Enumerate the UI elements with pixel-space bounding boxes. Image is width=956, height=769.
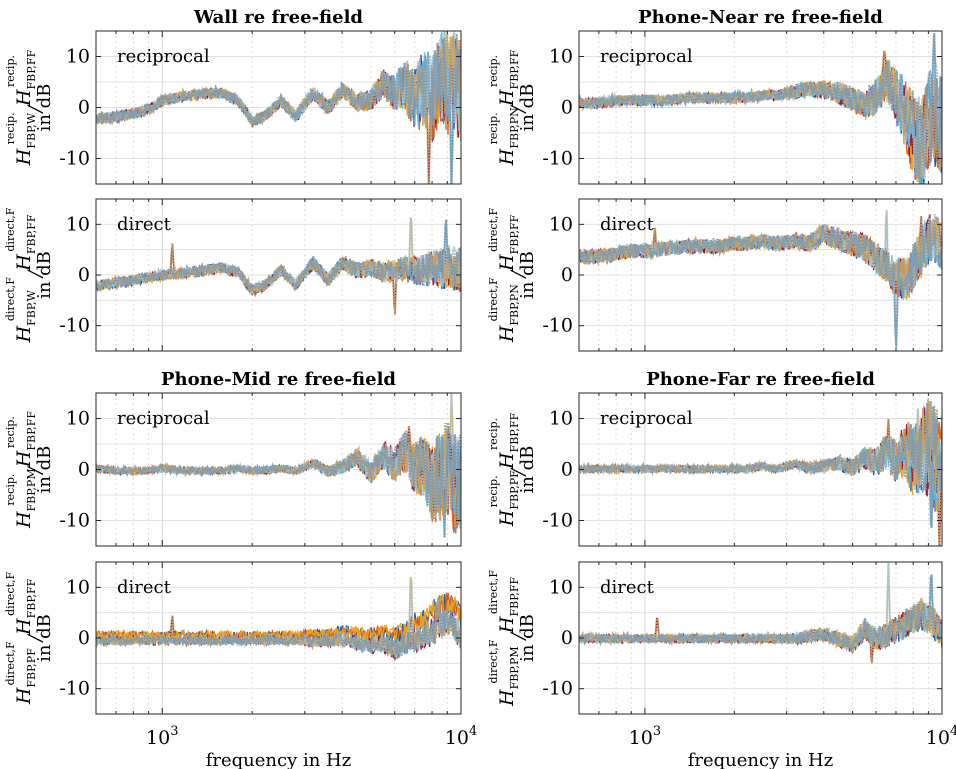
y-tick-label: -10	[542, 510, 573, 532]
mode-label: direct	[600, 214, 655, 235]
y-axis-label-ratio: HFBP,Wrecip./HFBP,FFrecip.	[4, 49, 46, 166]
y-tick-label: -10	[59, 678, 90, 700]
mode-label: reciprocal	[117, 408, 210, 429]
series-line-8	[96, 33, 461, 184]
y-tick-label: 10	[66, 408, 90, 430]
y-tick-label: 0	[561, 627, 573, 649]
mode-label: reciprocal	[600, 46, 693, 67]
series-group	[96, 31, 461, 184]
panel-2: -10 0 10 Phone-Near re free-field reciprocal…	[487, 7, 943, 185]
y-tick-label: 0	[561, 97, 573, 119]
y-tick-label: -10	[542, 148, 573, 170]
y-axis-label-unit: in dB	[517, 614, 538, 662]
x-tick-label: 103	[146, 724, 178, 749]
y-tick-label: 0	[561, 459, 573, 481]
y-tick-label: 10	[66, 213, 90, 235]
series-group	[579, 210, 942, 348]
y-axis-label: HFBP,Wdirect,F/HFBP,FFdirect,Fin dB	[4, 207, 55, 343]
y-tick-label: 0	[78, 97, 90, 119]
series-line-8	[579, 574, 942, 653]
y-tick-label: 10	[549, 408, 573, 430]
mode-label: reciprocal	[600, 408, 693, 429]
series-group	[96, 576, 461, 661]
x-tick-label: 103	[629, 724, 661, 749]
y-axis-label-unit: in dB	[517, 446, 538, 494]
series-line-8	[96, 219, 461, 292]
panel-7: -10 0 10 103 104 frequency in Hz direct HFBP,PF…	[4, 561, 477, 769]
series-group	[96, 393, 461, 538]
y-axis-label: HFBP,PNdirect,F/HFBP,FFdirect,Fin dB	[487, 207, 538, 343]
y-axis-label-unit: in dB	[34, 614, 55, 662]
y-axis-label: HFBP,PFdirect,F/HFBP,FFdirect,Fin dB	[4, 571, 55, 705]
y-axis-label-unit: in dB	[34, 446, 55, 494]
y-tick-label: -10	[542, 678, 573, 700]
series-line-3	[96, 576, 461, 645]
y-axis-label: HFBP,PMrecip./HFBP,FFrecip.in dB	[4, 411, 55, 529]
mode-label: direct	[600, 577, 655, 598]
mode-label: direct	[117, 577, 172, 598]
series-group	[579, 33, 942, 184]
panel-3: -10 0 10 direct HFBP,Wdirect,F/HFBP,FFdirect…	[4, 198, 462, 352]
y-tick-label: 0	[561, 264, 573, 286]
series-line-8	[96, 422, 461, 538]
y-tick-label: -10	[59, 148, 90, 170]
panel-1: -10 0 10 Wall re free-field reciprocal HFBP,W…	[4, 7, 462, 185]
y-axis-label-ratio: HFBP,PNdirect,F/HFBP,FFdirect,F	[487, 207, 529, 343]
y-axis-label: HFBP,PFrecip./HFBP,FFrecip.in dB	[487, 412, 538, 527]
y-axis-label-ratio: HFBP,PMdirect,F/HFBP,FFdirect,F	[487, 570, 529, 707]
y-tick-label: -10	[59, 510, 90, 532]
panel-8: -10 0 10 103 104 frequency in Hz direct HFBP,PM…	[487, 561, 956, 769]
y-tick-label: 10	[549, 213, 573, 235]
y-axis-label-unit: in dB	[34, 251, 55, 299]
panel-title: Phone-Near re free-field	[638, 7, 883, 28]
series-group	[579, 562, 942, 664]
y-axis-label: HFBP,PMdirect,F/HFBP,FFdirect,Fin dB	[487, 570, 538, 707]
x-tick-label: 104	[445, 724, 477, 749]
panel-6: -10 0 10 Phone-Far re free-field reciprocal H…	[487, 369, 943, 547]
y-axis-label: HFBP,PNrecip./HFBP,FFrecip.in dB	[487, 49, 538, 166]
y-tick-label: 10	[66, 576, 90, 598]
y-axis-label: HFBP,Wrecip./HFBP,FFrecip.in dB	[4, 49, 55, 166]
y-tick-label: 10	[549, 46, 573, 68]
panel-title: Wall re free-field	[193, 7, 363, 28]
x-tick-label: 104	[926, 724, 956, 749]
y-axis-label-unit: in dB	[34, 84, 55, 132]
series-line-8	[96, 597, 461, 659]
panel-5: -10 0 10 Phone-Mid re free-field reciprocal H…	[4, 369, 462, 547]
y-tick-label: 10	[549, 576, 573, 598]
mode-label: direct	[117, 214, 172, 235]
y-axis-label-ratio: HFBP,PMrecip./HFBP,FFrecip.	[4, 411, 46, 529]
y-tick-label: 0	[78, 459, 90, 481]
series-line-8	[579, 402, 942, 528]
x-axis-label: frequency in Hz	[206, 750, 352, 769]
panel-title: Phone-Far re free-field	[646, 369, 875, 390]
mode-label: reciprocal	[117, 46, 210, 67]
y-axis-label-unit: in dB	[517, 84, 538, 132]
panel-title: Phone-Mid re free-field	[161, 369, 396, 390]
y-tick-label: 10	[66, 46, 90, 68]
series-line-8	[579, 33, 942, 179]
y-axis-label-ratio: HFBP,PNrecip./HFBP,FFrecip.	[487, 49, 529, 166]
series-group	[579, 398, 942, 546]
y-axis-label-ratio: HFBP,Wdirect,F/HFBP,FFdirect,F	[4, 207, 46, 343]
y-axis-label-unit: in dB	[517, 251, 538, 299]
series-line-8	[579, 220, 942, 348]
series-group	[96, 217, 461, 315]
panel-4: -10 0 10 direct HFBP,PNdirect,F/HFBP,FFdirec…	[487, 198, 943, 352]
x-axis-label: frequency in Hz	[688, 750, 834, 769]
y-tick-label: -10	[542, 315, 573, 337]
y-tick-label: 0	[78, 627, 90, 649]
y-tick-label: -10	[59, 315, 90, 337]
y-axis-label-ratio: HFBP,PFrecip./HFBP,FFrecip.	[487, 412, 529, 527]
y-tick-label: 0	[78, 264, 90, 286]
y-axis-label-ratio: HFBP,PFdirect,F/HFBP,FFdirect,F	[4, 571, 46, 705]
